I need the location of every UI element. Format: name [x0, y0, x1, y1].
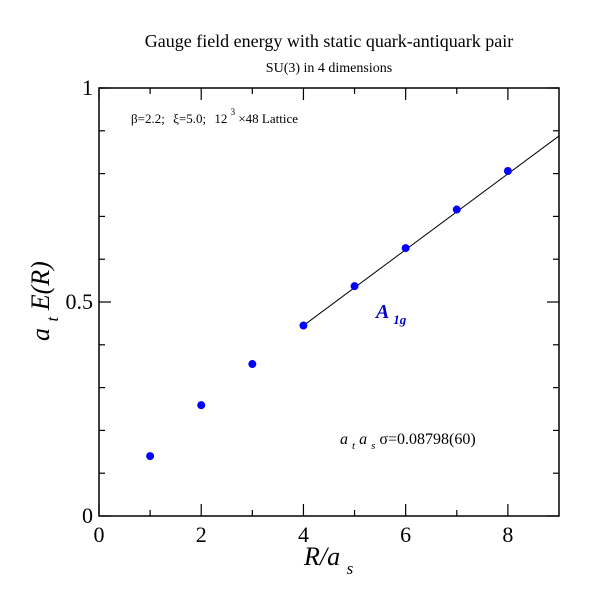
x-axis-label-main: R/a	[303, 542, 340, 571]
chart-subtitle: SU(3) in 4 dimensions	[266, 61, 392, 76]
y-axis-label: a t E(R)	[26, 261, 64, 341]
chart-title: Gauge field energy with static quark-ant…	[145, 31, 514, 51]
y-axis-label-t: t	[43, 316, 62, 322]
y-tick-label: 1	[82, 75, 93, 100]
lattice-size-base: 12	[214, 111, 227, 126]
data-point	[452, 205, 461, 214]
data-point	[197, 401, 206, 410]
plot-frame	[98, 87, 560, 517]
data-point	[350, 282, 359, 291]
fit-a2: a	[359, 431, 367, 448]
y-tick-label: 0.5	[66, 289, 94, 314]
x-tick-label: 6	[400, 522, 411, 547]
fit-result: a t a s σ=0.08798(60)	[340, 431, 476, 453]
data-point	[146, 452, 155, 461]
x-tick-label: 4	[298, 522, 309, 547]
lattice-annotation: β=2.2; ξ=5.0; 12 3 ×48 Lattice	[131, 103, 298, 126]
y-axis-label-e: E(R)	[26, 261, 55, 311]
data-point	[503, 167, 512, 176]
x-tick-label: 8	[502, 522, 513, 547]
x-axis-label: R/a s	[303, 542, 354, 578]
y-axis-label-a: a	[26, 328, 55, 341]
data-point	[401, 244, 410, 253]
axis-tick-labels: 0 2 4 6 8 0 0.5 1	[66, 75, 514, 547]
xi-value: ξ=5.0;	[173, 111, 206, 126]
lattice-size-exp: 3	[231, 107, 236, 117]
x-tick-label: 0	[94, 522, 105, 547]
series-label-main: A	[374, 301, 389, 323]
fit-value: σ=0.08798(60)	[379, 431, 475, 448]
beta-value: β=2.2;	[131, 111, 165, 126]
fit-a: a	[340, 431, 348, 448]
fit-t: t	[352, 440, 356, 452]
lattice-size-rest: ×48 Lattice	[238, 111, 298, 126]
axis-ticks	[98, 87, 559, 517]
series-label: A 1g	[374, 301, 407, 327]
x-axis-label-sub: s	[347, 559, 354, 578]
series-label-sub: 1g	[393, 312, 407, 327]
data-point	[248, 360, 257, 369]
data-points	[146, 167, 512, 461]
fit-line	[303, 135, 560, 326]
fit-s: s	[371, 440, 375, 452]
y-tick-label: 0	[82, 503, 93, 528]
data-point	[299, 321, 308, 330]
x-tick-label: 2	[196, 522, 207, 547]
